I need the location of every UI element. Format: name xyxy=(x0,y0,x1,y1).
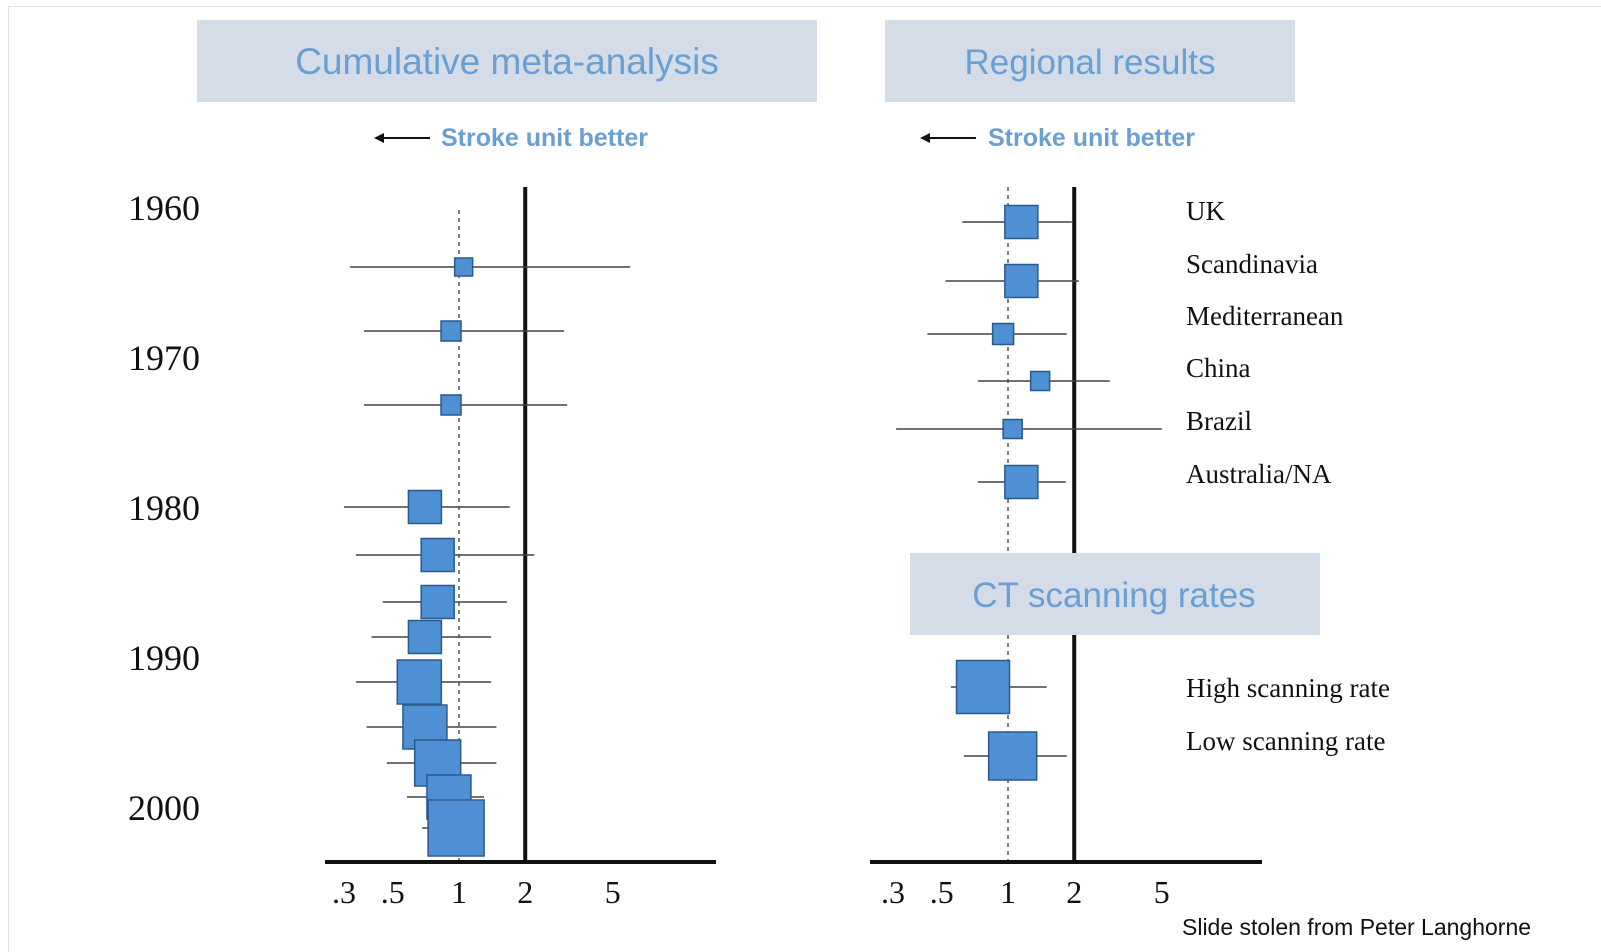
effect-marker xyxy=(991,322,1015,346)
region-label: Australia/NA xyxy=(1186,459,1332,489)
left-panel-header-box xyxy=(197,20,817,102)
x-tick-label: 5 xyxy=(605,874,621,910)
x-tick-label: .3 xyxy=(332,874,356,910)
region-label: UK xyxy=(1186,196,1225,226)
x-tick-label: 2 xyxy=(1066,874,1082,910)
region-label: Mediterranean xyxy=(1186,301,1344,331)
scanning-rate-label: Low scanning rate xyxy=(1186,726,1385,756)
ct-header-box xyxy=(910,553,1320,635)
year-label: 2000 xyxy=(128,788,200,828)
left-forest-plot: .3 .5 1 2 5 xyxy=(325,187,716,910)
left-direction-label: Stroke unit better xyxy=(441,124,648,152)
right-direction-arrow xyxy=(920,133,976,143)
right-panel-header-box xyxy=(885,20,1295,102)
x-tick-label: 1 xyxy=(1000,874,1016,910)
year-label: 1960 xyxy=(128,188,200,228)
effect-marker xyxy=(1004,204,1039,240)
effect-marker xyxy=(407,619,443,655)
x-tick-label: 5 xyxy=(1154,874,1170,910)
slide-frame xyxy=(8,6,1601,952)
effect-marker xyxy=(420,584,455,620)
effect-marker xyxy=(453,257,474,277)
effect-marker xyxy=(1004,464,1039,500)
effect-marker xyxy=(1004,263,1039,299)
effect-marker xyxy=(440,394,462,416)
effect-marker xyxy=(987,731,1038,781)
x-tick-label: .3 xyxy=(881,874,905,910)
right-direction-label: Stroke unit better xyxy=(988,124,1195,152)
footer-note: Slide stolen from Peter Langhorne xyxy=(1182,914,1531,940)
x-tick-label: .5 xyxy=(381,874,405,910)
effect-marker xyxy=(955,659,1011,715)
effect-marker xyxy=(1002,418,1023,440)
left-panel-title: Cumulative meta-analysis xyxy=(295,41,719,82)
x-tick-label: 2 xyxy=(517,874,533,910)
effect-marker xyxy=(420,537,455,573)
year-label: 1970 xyxy=(128,338,200,378)
x-tick-label: .5 xyxy=(930,874,954,910)
region-label: China xyxy=(1186,353,1251,383)
year-label: 1980 xyxy=(128,488,200,528)
left-direction-arrow xyxy=(374,133,430,143)
year-label: 1990 xyxy=(128,638,200,678)
effect-marker xyxy=(407,489,443,525)
left-year-labels: 1960 1970 1980 1990 2000 xyxy=(128,188,200,828)
scanning-rate-label: High scanning rate xyxy=(1186,673,1390,703)
effect-marker xyxy=(440,320,462,342)
ct-header-title: CT scanning rates xyxy=(972,576,1255,615)
effect-marker xyxy=(1029,370,1051,392)
effect-marker xyxy=(427,799,485,857)
right-panel-title: Regional results xyxy=(965,43,1216,82)
region-label: Brazil xyxy=(1186,406,1252,436)
region-label: Scandinavia xyxy=(1186,249,1318,279)
right-forest-plot: UK Scandinavia Mediterranean China Brazil Aus… xyxy=(870,187,1390,910)
x-tick-label: 1 xyxy=(451,874,467,910)
effect-marker xyxy=(396,659,443,705)
